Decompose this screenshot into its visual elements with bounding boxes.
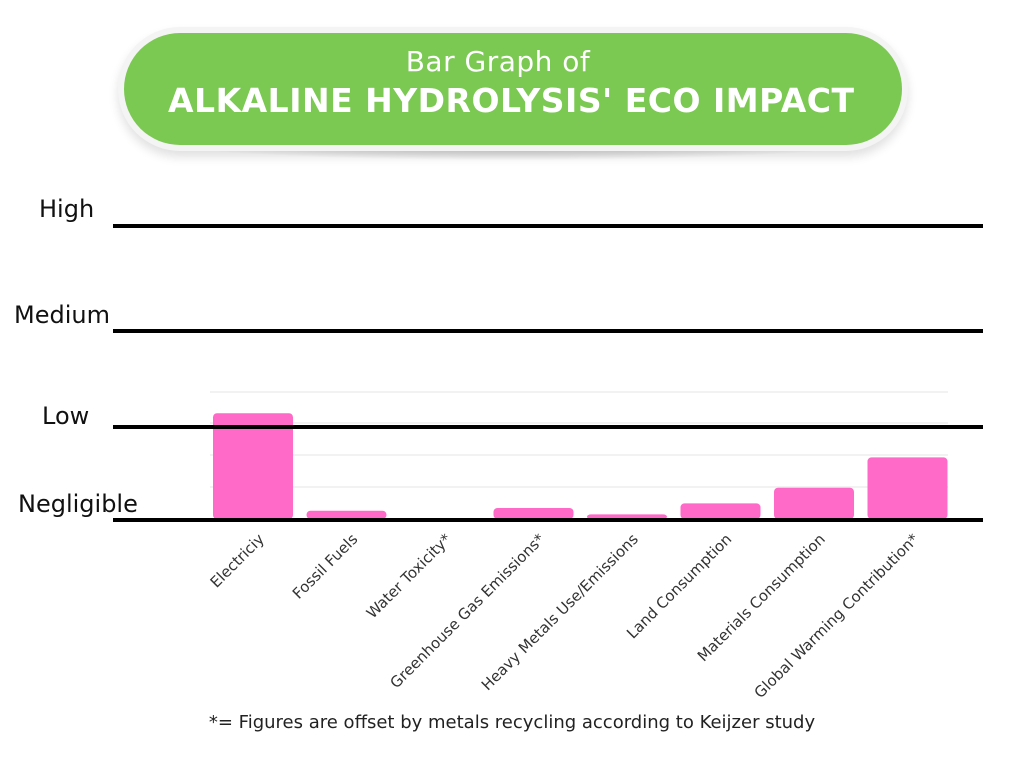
y-level-label: Low (42, 402, 89, 430)
x-tick-label: Electriciy (207, 530, 268, 591)
bar (774, 487, 854, 519)
x-tick-label: Fossil Fuels (289, 530, 362, 603)
y-level-label: High (39, 195, 94, 223)
y-level-label: Medium (14, 301, 110, 329)
x-tick-label: Heavy Metals Use/Emissions (478, 530, 642, 694)
chart-title: ALKALINE HYDROLYSIS' ECO IMPACT (168, 81, 855, 120)
bar (680, 503, 761, 519)
bar (493, 507, 574, 519)
x-tick-label: Global Warming Contribution* (751, 530, 923, 702)
title-banner-fill (124, 33, 902, 145)
bar (306, 510, 387, 519)
y-level-label: Negligible (18, 490, 138, 518)
bar (867, 457, 948, 519)
x-tick-label: Water Toxicity* (363, 530, 455, 622)
x-tick-label: Greenhouse Gas Emissions* (386, 530, 548, 692)
chart-subtitle: Bar Graph of (405, 45, 591, 78)
bar (213, 413, 293, 519)
x-tick-label: Land Consumption (623, 530, 735, 642)
footnote: *= Figures are offset by metals recyclin… (208, 712, 816, 733)
bar (587, 514, 667, 519)
